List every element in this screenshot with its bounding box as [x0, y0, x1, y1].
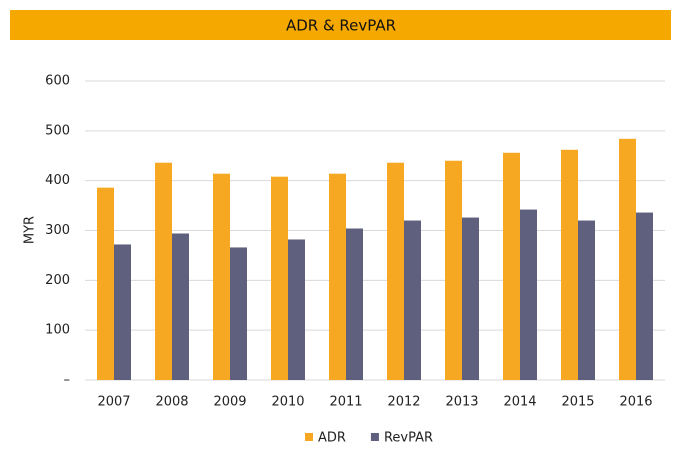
- bar: [462, 217, 479, 380]
- bar: [271, 176, 288, 380]
- y-tick-label: 600: [45, 74, 70, 89]
- bar: [445, 160, 462, 380]
- bar: [561, 149, 578, 380]
- bar: [288, 239, 305, 380]
- bar: [404, 220, 421, 380]
- x-tick-label: 2016: [619, 395, 652, 410]
- bar: [155, 162, 172, 380]
- y-axis-label: MYR: [23, 216, 38, 244]
- x-tick-label: 2014: [503, 395, 536, 410]
- x-tick-label: 2008: [155, 395, 188, 410]
- bar: [387, 162, 404, 380]
- legend-swatch: [305, 433, 313, 441]
- bar: [329, 173, 346, 380]
- x-tick-label: 2007: [97, 395, 130, 410]
- x-tick-label: 2013: [445, 395, 478, 410]
- x-tick-label: 2009: [213, 395, 246, 410]
- y-tick-label: –: [64, 373, 71, 388]
- legend-swatch: [370, 433, 379, 441]
- legend-label: ADR: [318, 431, 346, 446]
- y-tick-label: 400: [45, 173, 70, 188]
- y-tick-label: 500: [45, 123, 70, 138]
- legend-label: RevPAR: [384, 431, 433, 446]
- bar: [503, 152, 520, 380]
- y-tick-label: 300: [45, 223, 70, 238]
- bar: [520, 209, 537, 380]
- bar: [619, 138, 636, 380]
- bar: [636, 212, 653, 380]
- chart-title: ADR & RevPAR: [286, 17, 396, 35]
- x-tick-label: 2015: [561, 395, 594, 410]
- y-tick-label: 200: [45, 273, 70, 288]
- bar: [578, 220, 595, 380]
- title-banner: [10, 10, 671, 40]
- bar: [230, 247, 247, 380]
- bar: [97, 187, 114, 380]
- x-tick-label: 2012: [387, 395, 420, 410]
- bar: [213, 173, 230, 380]
- y-tick-label: 100: [45, 323, 70, 338]
- bar: [346, 228, 363, 380]
- bar: [172, 233, 189, 380]
- bar: [114, 244, 131, 380]
- x-tick-label: 2010: [271, 395, 304, 410]
- x-tick-label: 2011: [329, 395, 362, 410]
